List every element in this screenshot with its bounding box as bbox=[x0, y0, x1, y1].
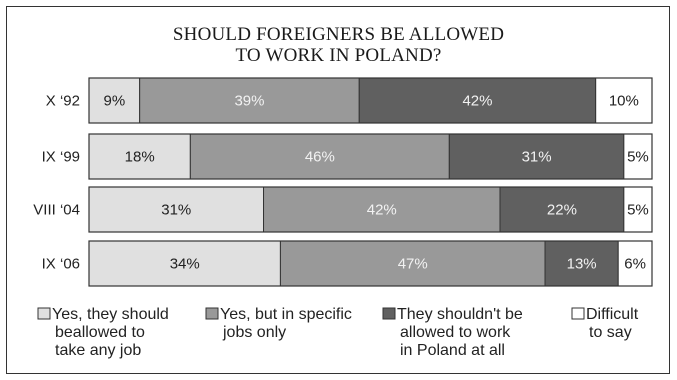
legend-label: They shouldn't be bbox=[397, 306, 523, 323]
bar-outline bbox=[88, 133, 653, 180]
category-label: IX ‘06 bbox=[42, 256, 80, 273]
data-label: 47% bbox=[398, 256, 428, 273]
legend-label: allowed to work bbox=[400, 324, 511, 341]
legend-label: take any job bbox=[55, 342, 141, 359]
chart-title-line-1: SHOULD FOREIGNERS BE ALLOWED bbox=[172, 24, 505, 45]
legend-label: Difficult bbox=[586, 306, 639, 323]
bar-segment bbox=[279, 240, 546, 287]
bar-segment bbox=[139, 77, 360, 124]
data-label: 46% bbox=[305, 149, 335, 166]
bar-segment bbox=[88, 186, 265, 233]
bar-segment bbox=[544, 240, 619, 287]
bar-outline bbox=[88, 186, 653, 233]
legend-swatch bbox=[205, 307, 219, 320]
bar-outline bbox=[88, 77, 653, 124]
legend-label: Yes, they should bbox=[52, 306, 169, 323]
data-label: 22% bbox=[547, 202, 577, 219]
legend-swatch bbox=[571, 307, 585, 320]
legend-label: beallowed to bbox=[55, 324, 145, 341]
data-label: 10% bbox=[609, 93, 639, 110]
bar-segment bbox=[88, 240, 281, 287]
data-label: 5% bbox=[627, 149, 649, 166]
legend-label: in Poland at all bbox=[400, 342, 505, 359]
bar-segment bbox=[189, 133, 450, 180]
data-label: 18% bbox=[125, 149, 155, 166]
category-label: X ‘92 bbox=[46, 93, 80, 110]
bar-outline bbox=[88, 240, 653, 287]
data-label: 42% bbox=[462, 93, 492, 110]
legend-label: to say bbox=[589, 324, 632, 341]
data-label: 9% bbox=[103, 93, 125, 110]
legend-label: Yes, but in specific bbox=[220, 306, 352, 323]
data-label: 31% bbox=[522, 149, 552, 166]
bar-segment bbox=[617, 240, 653, 287]
data-label: 13% bbox=[567, 256, 597, 273]
data-label: 31% bbox=[161, 202, 191, 219]
legend-label: jobs only bbox=[222, 324, 286, 341]
bar-segment bbox=[263, 186, 501, 233]
data-label: 5% bbox=[627, 202, 649, 219]
bar-segment bbox=[499, 186, 625, 233]
category-label: VIII ‘04 bbox=[33, 202, 80, 219]
legend-swatch bbox=[382, 307, 396, 320]
bar-segment bbox=[623, 186, 653, 233]
chart-title-line-2: TO WORK IN POLAND? bbox=[235, 45, 442, 66]
legend-swatch bbox=[37, 307, 51, 320]
data-label: 39% bbox=[234, 93, 264, 110]
data-label: 34% bbox=[170, 256, 200, 273]
data-label: 6% bbox=[624, 256, 646, 273]
data-label: 42% bbox=[367, 202, 397, 219]
category-label: IX ‘99 bbox=[42, 149, 80, 166]
